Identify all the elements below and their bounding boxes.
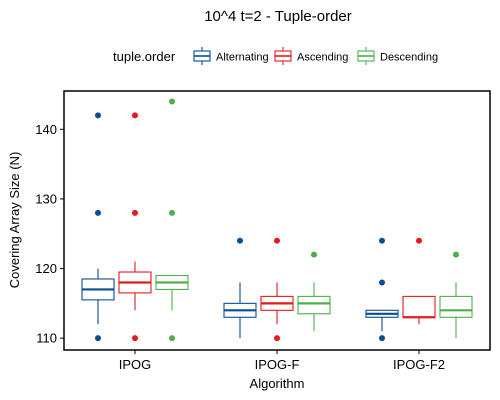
x-axis-title: Algorithm (250, 376, 305, 391)
legend-label: Descending (380, 52, 438, 64)
y-tick-label: 120 (35, 261, 57, 276)
x-tick-label: IPOG-F (255, 357, 300, 372)
outlier-point (169, 209, 175, 216)
y-axis-title: Covering Array Size (N) (7, 152, 22, 289)
box-body (402, 295, 436, 318)
outlier-point (95, 209, 101, 216)
box-alternating-ipog-f2 (365, 237, 399, 342)
legend-key-descending (357, 47, 375, 65)
legend-key-alternating (193, 47, 211, 65)
chart-title: 10^4 t=2 - Tuple-order (204, 8, 352, 25)
box-body (297, 295, 331, 315)
outlier-point (95, 112, 101, 119)
legend: tuple.order Alternating Ascending Descendi… (113, 47, 438, 65)
outlier-point (416, 237, 422, 244)
legend-label: Ascending (297, 52, 348, 64)
box-ascending-ipog-f2 (402, 237, 436, 325)
y-tick-label: 130 (35, 191, 57, 206)
outlier-point (169, 335, 175, 342)
outlier-point (379, 335, 385, 342)
outlier-point (132, 112, 138, 119)
outlier-point (379, 237, 385, 244)
x-axis: IPOG IPOG-F IPOG-F2 (119, 350, 445, 372)
outlier-point (274, 335, 280, 342)
outlier-point (132, 209, 138, 216)
outlier-point (311, 251, 317, 258)
outlier-point (132, 335, 138, 342)
legend-title: tuple.order (113, 49, 176, 64)
y-tick-label: 110 (36, 331, 57, 346)
box-ascending-ipog (118, 112, 152, 342)
box-descending-ipog-f2 (439, 251, 473, 339)
box-ascending-ipog-f (260, 237, 294, 342)
outlier-point (169, 98, 175, 105)
box-alternating-ipog-f (223, 237, 257, 339)
x-tick-label: IPOG (119, 357, 152, 372)
outlier-point (274, 237, 280, 244)
legend-key-ascending (274, 47, 292, 65)
legend-label: Alternating (216, 52, 269, 64)
y-tick-label: 140 (35, 122, 57, 137)
outlier-point (237, 237, 243, 244)
box-body (439, 295, 473, 318)
chart-marks (81, 98, 473, 342)
box-descending-ipog-f (297, 251, 331, 332)
y-axis: 110 120 130 140 (35, 122, 64, 346)
box-descending-ipog (155, 98, 189, 342)
box-alternating-ipog (81, 112, 115, 342)
outlier-point (453, 251, 459, 258)
outlier-point (379, 279, 385, 286)
outlier-point (95, 335, 101, 342)
x-tick-label: IPOG-F2 (393, 357, 445, 372)
